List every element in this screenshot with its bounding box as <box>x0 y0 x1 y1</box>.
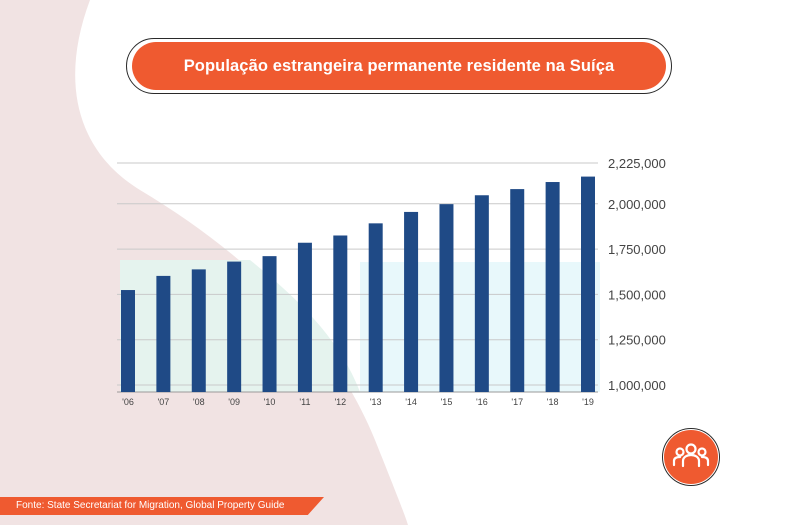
bar-3 <box>227 261 242 392</box>
bar-2 <box>191 269 206 392</box>
bar-1 <box>156 275 171 392</box>
bar-6 <box>333 235 348 392</box>
people-group-icon <box>662 428 720 486</box>
x-tick-label: '08 <box>193 397 205 407</box>
y-tick-label: 2,225,000 <box>608 156 666 171</box>
bar-7 <box>368 223 383 392</box>
bar-13 <box>581 176 595 392</box>
x-tick-label: '11 <box>299 397 310 407</box>
x-tick-label: '13 <box>370 397 382 407</box>
bars <box>121 176 595 392</box>
x-tick-label: '19 <box>582 397 594 407</box>
bar-12 <box>545 182 560 392</box>
x-tick-label: '10 <box>264 397 276 407</box>
source-text: Fonte: State Secretariat for Migration, … <box>16 500 285 511</box>
x-tick-label: '12 <box>334 397 346 407</box>
x-axis-ticks: '06 '07 '08 '09 '10 '11 '12 '13 '14 '15 '16 '17 '18 '… <box>122 397 594 407</box>
x-tick-label: '06 <box>122 397 134 407</box>
bar-11 <box>510 189 525 392</box>
y-tick-label: 2,000,000 <box>608 197 666 212</box>
y-axis-ticks: 1,000,000 1,250,000 1,500,000 1,750,000 2,00… <box>608 156 666 393</box>
bar-8 <box>404 211 419 392</box>
chart-title: População estrangeira permanente residen… <box>183 56 615 75</box>
y-tick-label: 1,000,000 <box>608 378 666 393</box>
x-tick-label: '09 <box>228 397 240 407</box>
y-tick-label: 1,250,000 <box>608 333 666 348</box>
x-tick-label: '07 <box>158 397 170 407</box>
x-tick-label: '18 <box>547 397 559 407</box>
bar-0 <box>121 290 135 392</box>
bar-4 <box>262 256 277 392</box>
x-tick-label: '14 <box>405 397 417 407</box>
gridlines <box>117 162 598 393</box>
x-tick-label: '17 <box>511 397 523 407</box>
bar-9 <box>439 204 454 392</box>
y-tick-label: 1,750,000 <box>608 242 666 257</box>
chart-title-banner: População estrangeira permanente residen… <box>132 42 666 90</box>
bar-5 <box>297 242 312 392</box>
y-tick-label: 1,500,000 <box>608 287 666 302</box>
x-tick-label: '16 <box>476 397 488 407</box>
bar-10 <box>474 195 489 392</box>
x-tick-label: '15 <box>441 397 453 407</box>
source-note: Fonte: State Secretariat for Migration, … <box>0 497 324 515</box>
